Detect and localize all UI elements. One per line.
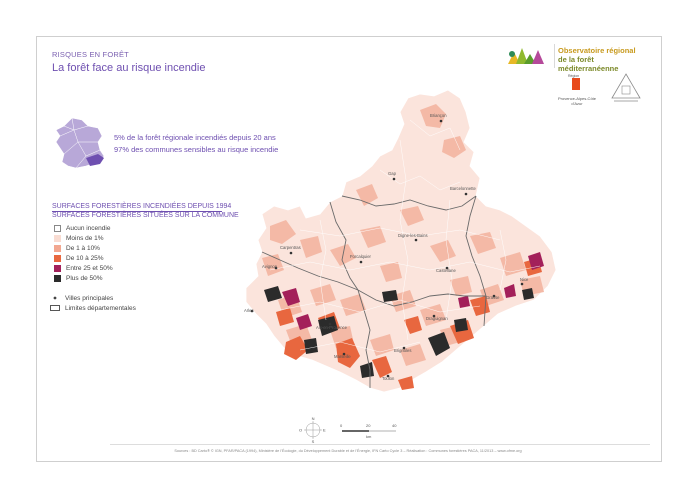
city-label: Digne-les-Bains [398,233,428,238]
city-label: Castellane [436,268,456,273]
legend-swatch [54,235,61,242]
legend-label: Plus de 50% [66,275,103,282]
class-10-25-patches [276,258,542,390]
region-word: Région [568,74,580,78]
city-label: Aix-en-Provence [316,325,348,330]
legend-label: Aucun incendie [66,225,111,232]
city-label: Brignoles [394,348,411,353]
legend-label: De 1 à 10% [66,245,100,252]
observatoire-line1: Observatoire régional [558,46,636,55]
city-label: Marseille [334,354,351,359]
legend-title-denominator: SURFACES FORESTIÈRES SITUÉES SUR LA COMM… [52,212,239,219]
legend-label: Entre 25 et 50% [66,265,113,272]
city-marker [392,177,396,181]
france-locator-map [55,117,105,169]
stat-line2: 97% des communes sensibles au risque inc… [114,145,279,154]
legend-limits-label: Limites départementales [65,304,136,312]
legend-label: Moins de 1% [66,235,104,242]
city-marker [492,294,496,298]
city-label: Toulon [382,376,395,381]
legend-item: Aucun incendie [54,224,110,233]
legend-fraction-rule [52,211,222,212]
region-logo: Région Provence-Alpes-Côte d'Azur [552,74,602,106]
logo-divider [554,44,555,68]
legend-cities: Villes principales [50,294,113,302]
city-marker [359,260,363,264]
footer-rule [110,444,650,445]
department-borders [261,195,487,388]
city-label: Briançon [430,113,447,118]
compass-west: O [299,428,302,433]
legend-swatch [54,255,61,262]
observatoire-emblem-icon [508,48,544,64]
compass-north: N [312,416,315,421]
city-marker [342,352,346,356]
city-label: Carpentras [280,245,301,250]
scale-bar: 0 20 40 km [340,423,397,439]
region-emblem-icon [572,78,580,90]
class-25-50-patches [282,252,544,330]
city-marker [328,322,332,326]
legend-label: De 10 à 25% [66,255,104,262]
city-label: Arles [244,308,254,313]
paca-highlight [86,154,104,166]
map-title: La forêt face au risque incendie [52,62,206,74]
legend-item: Entre 25 et 50% [54,264,113,273]
scale-unit: km [366,434,372,439]
city-marker [464,192,468,196]
compass-east: E [323,428,326,433]
legend-title-numerator: SURFACES FORESTIÈRES INCENDIÉES DEPUIS 1… [52,203,232,210]
city-label: Forcalquier [350,254,372,259]
city-marker [445,266,449,270]
city-marker [250,309,254,313]
legend-swatch [54,265,61,272]
observatoire-name: Observatoire régional de la forêt médite… [558,46,650,73]
city-label: Grasse [486,295,500,300]
city-label: Nice [520,277,529,282]
legend-limits: Limites départementales [50,304,136,312]
legend-item: De 1 à 10% [54,244,100,253]
legend-swatch [54,245,61,252]
source-footer: Sources : BD Carto® © IGN, PFAR/PACA (19… [174,449,522,453]
city-marker [274,266,278,270]
legend-swatch [54,225,61,232]
legend-swatch [54,275,61,282]
scale-tick: 20 [366,423,371,428]
legend-item: Moins de 1% [54,234,104,243]
city-marker [289,251,293,255]
city-marker [386,374,390,378]
city-marker [414,238,418,242]
compass-rose-icon: N E S O [299,416,326,444]
city-label: Avignon [262,264,278,269]
city-markers: Briançon Gap Barcelonnette Digne-les-Bai… [244,113,529,381]
city-dot-icon [53,296,57,300]
department-border-icon [50,305,60,311]
city-marker [520,282,524,286]
legend-cities-label: Villes principales [65,294,114,302]
observatoire-logo: Observatoire régional de la forêt médite… [502,44,650,73]
city-label: Gap [388,171,397,176]
legend-item: De 10 à 25% [54,254,104,263]
compass-south: S [312,439,315,444]
region-label: Provence-Alpes-Côte d'Azur [557,96,597,106]
legend-item: Plus de 50% [54,274,103,283]
class-over-50-patches [264,286,534,378]
city-label: Barcelonnette [450,186,477,191]
scale-tick: 0 [340,423,343,428]
communes-forestieres-logo-icon [611,73,641,102]
city-label: Draguignan [426,316,448,321]
city-marker [402,346,406,350]
city-marker [439,119,443,123]
scale-tick: 40 [392,423,397,428]
stat-line1: 5% de la forêt régionale incendiés depui… [114,133,276,142]
observatoire-line2: de la forêt méditerranéenne [558,55,619,73]
city-marker [432,314,436,318]
section-kicker: RISQUES EN FORÊT [52,50,129,59]
